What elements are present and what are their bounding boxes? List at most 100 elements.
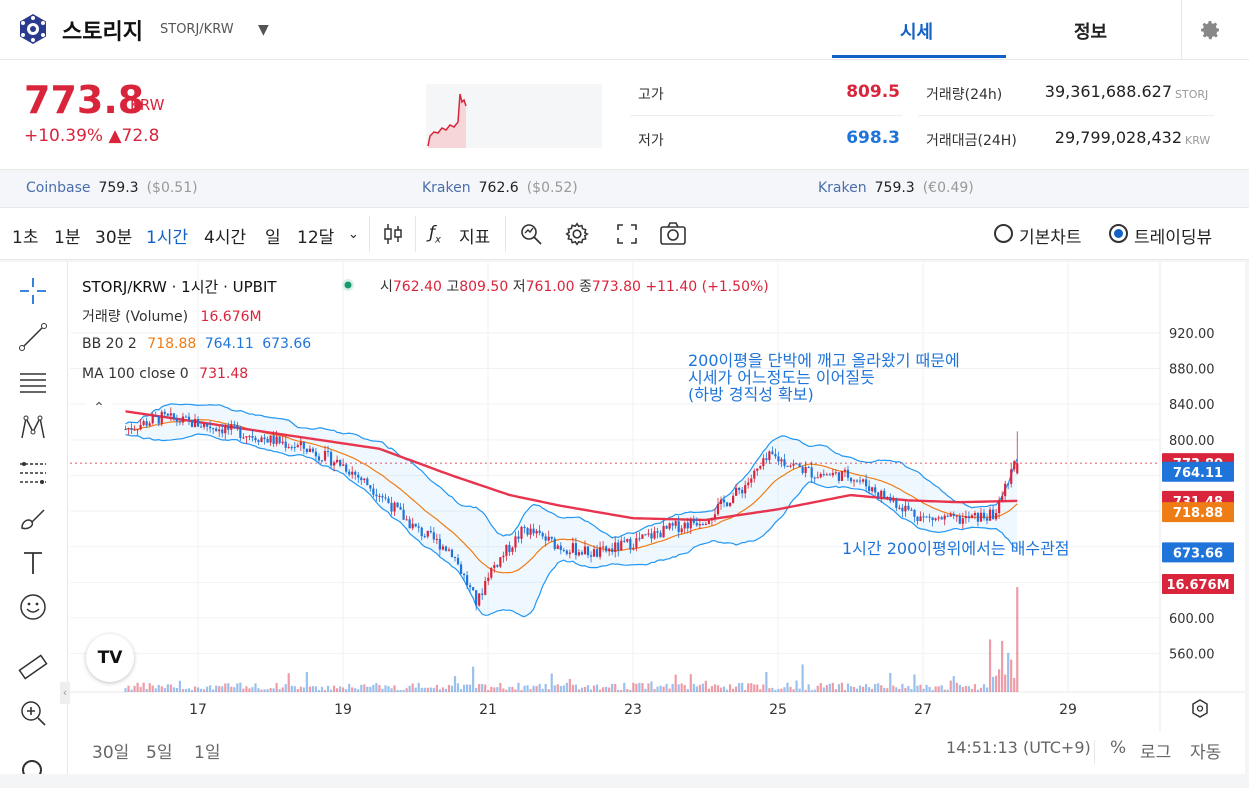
candle-body bbox=[202, 423, 206, 427]
trendline-icon[interactable] bbox=[16, 320, 50, 354]
collapse-toolbar-icon[interactable]: ‹ bbox=[60, 682, 70, 704]
tradingview-label[interactable]: 트레이딩뷰 bbox=[1134, 228, 1213, 248]
candle-body bbox=[1013, 461, 1016, 470]
candle-body bbox=[605, 546, 608, 552]
candle-body bbox=[145, 421, 148, 426]
candle-body bbox=[529, 528, 532, 535]
tradingview-logo[interactable]: TV bbox=[86, 634, 134, 682]
interval-12month[interactable]: 12달 bbox=[297, 228, 335, 248]
volume-bar bbox=[877, 683, 880, 692]
candle-body bbox=[302, 442, 305, 449]
candle-body bbox=[127, 428, 130, 430]
candle-body bbox=[979, 512, 983, 522]
price-chart[interactable]: 920.00 880.00 840.00 800.00 600.00 560.00 773.… bbox=[70, 262, 1245, 732]
volume-bar bbox=[472, 666, 475, 692]
candle-body bbox=[852, 480, 856, 482]
candle-body bbox=[907, 505, 910, 510]
candle-body bbox=[293, 447, 296, 449]
magnet-icon[interactable] bbox=[22, 760, 44, 774]
interval-1m[interactable]: 1분 bbox=[54, 228, 81, 248]
zoom-in-icon[interactable] bbox=[16, 696, 50, 730]
price-tag bbox=[1162, 461, 1234, 482]
pattern-icon[interactable] bbox=[16, 410, 50, 444]
volume-bar bbox=[807, 684, 810, 692]
volume-bar bbox=[345, 689, 348, 692]
chevron-down-icon[interactable]: ⌄ bbox=[348, 227, 359, 242]
exchange-name[interactable]: Coinbase bbox=[26, 180, 91, 196]
volume-bar bbox=[363, 684, 366, 692]
candle-body bbox=[366, 478, 369, 486]
interval-1s[interactable]: 1초 bbox=[12, 228, 39, 248]
range-5d[interactable]: 5일 bbox=[146, 743, 173, 763]
volume-bar bbox=[354, 688, 357, 692]
basic-chart-label[interactable]: 기본차트 bbox=[1019, 228, 1082, 248]
ruler-icon[interactable] bbox=[16, 650, 50, 684]
candle-body bbox=[677, 521, 680, 533]
collapse-legend-icon[interactable]: ⌃ bbox=[86, 398, 112, 420]
exchange-name[interactable]: Kraken bbox=[818, 180, 867, 196]
indicator-button[interactable]: 지표 bbox=[459, 228, 491, 248]
candle-body bbox=[955, 515, 958, 517]
candle-type-icon[interactable] bbox=[381, 222, 405, 246]
projection-icon[interactable] bbox=[16, 456, 50, 490]
camera-icon[interactable] bbox=[659, 221, 687, 247]
candle-body bbox=[704, 523, 707, 525]
log-toggle[interactable]: 로그 bbox=[1140, 743, 1172, 763]
interval-30m[interactable]: 30분 bbox=[95, 228, 133, 248]
fullscreen-icon[interactable] bbox=[615, 222, 639, 246]
candle-body bbox=[402, 509, 405, 520]
range-1d[interactable]: 1일 bbox=[194, 743, 221, 763]
candle-body bbox=[961, 518, 964, 524]
bb-legend[interactable]: BB 20 2 718.88 764.11 673.66 bbox=[82, 336, 311, 352]
range-30d[interactable]: 30일 bbox=[92, 743, 130, 763]
percent-toggle[interactable]: % bbox=[1110, 738, 1127, 758]
tab-quote[interactable]: 시세 bbox=[900, 22, 934, 43]
basic-chart-radio[interactable] bbox=[994, 224, 1013, 243]
volume-bar bbox=[786, 682, 789, 692]
volume-bar bbox=[484, 684, 487, 692]
volume-bar bbox=[880, 685, 883, 692]
volume-legend[interactable]: 거래량 (Volume) 16.676M bbox=[82, 306, 262, 326]
volume-bar bbox=[665, 683, 668, 692]
volume-bar bbox=[701, 683, 704, 692]
exchange-sub: (€0.49) bbox=[922, 180, 974, 196]
candle-body bbox=[251, 436, 254, 438]
volume-bar bbox=[233, 687, 236, 692]
divider bbox=[1181, 0, 1182, 60]
exchange-price: 759.3 bbox=[98, 180, 139, 196]
interval-4h[interactable]: 4시간 bbox=[204, 228, 247, 248]
candle-body bbox=[813, 477, 816, 479]
exchange-item: Kraken 759.3 (€0.49) bbox=[818, 180, 974, 196]
gear-icon[interactable] bbox=[1198, 18, 1222, 42]
auto-toggle[interactable]: 자동 bbox=[1190, 743, 1222, 763]
candle-body bbox=[934, 518, 937, 521]
candle-body bbox=[196, 419, 200, 427]
ma-legend[interactable]: MA 100 close 0 731.48 bbox=[82, 366, 248, 382]
volume-bar bbox=[130, 689, 133, 692]
text-tool-icon[interactable] bbox=[16, 546, 50, 580]
emoji-icon[interactable] bbox=[16, 590, 50, 624]
candle-body bbox=[650, 533, 653, 539]
interval-1h[interactable]: 1시간 bbox=[146, 228, 189, 248]
x-tick-label: 23 bbox=[624, 702, 642, 718]
tab-info[interactable]: 정보 bbox=[1074, 22, 1108, 43]
settings-icon[interactable] bbox=[564, 221, 590, 247]
coin-dropdown-icon[interactable]: ▼ bbox=[258, 22, 269, 38]
candle-body bbox=[982, 512, 986, 519]
annotation-note-1: 200이평을 단박에 깨고 올라왔기 때문에 시세가 어느정도는 이어질듯 (하… bbox=[688, 352, 960, 403]
brush-icon[interactable] bbox=[16, 502, 50, 536]
candle-body bbox=[269, 435, 272, 443]
function-icon[interactable]: ƒx bbox=[429, 223, 441, 246]
interval-day[interactable]: 일 bbox=[265, 228, 281, 248]
alert-magnifier-icon[interactable] bbox=[518, 221, 544, 247]
volume-bar bbox=[982, 684, 986, 692]
exchange-name[interactable]: Kraken bbox=[422, 180, 471, 196]
volume-bar bbox=[357, 689, 360, 692]
crosshair-icon[interactable] bbox=[16, 274, 50, 308]
volume-bar bbox=[178, 680, 182, 692]
candle-body bbox=[484, 580, 487, 595]
tradingview-radio[interactable] bbox=[1109, 224, 1128, 243]
candle-body bbox=[922, 516, 925, 518]
fib-lines-icon[interactable] bbox=[16, 366, 50, 400]
candle-body bbox=[1004, 483, 1007, 497]
